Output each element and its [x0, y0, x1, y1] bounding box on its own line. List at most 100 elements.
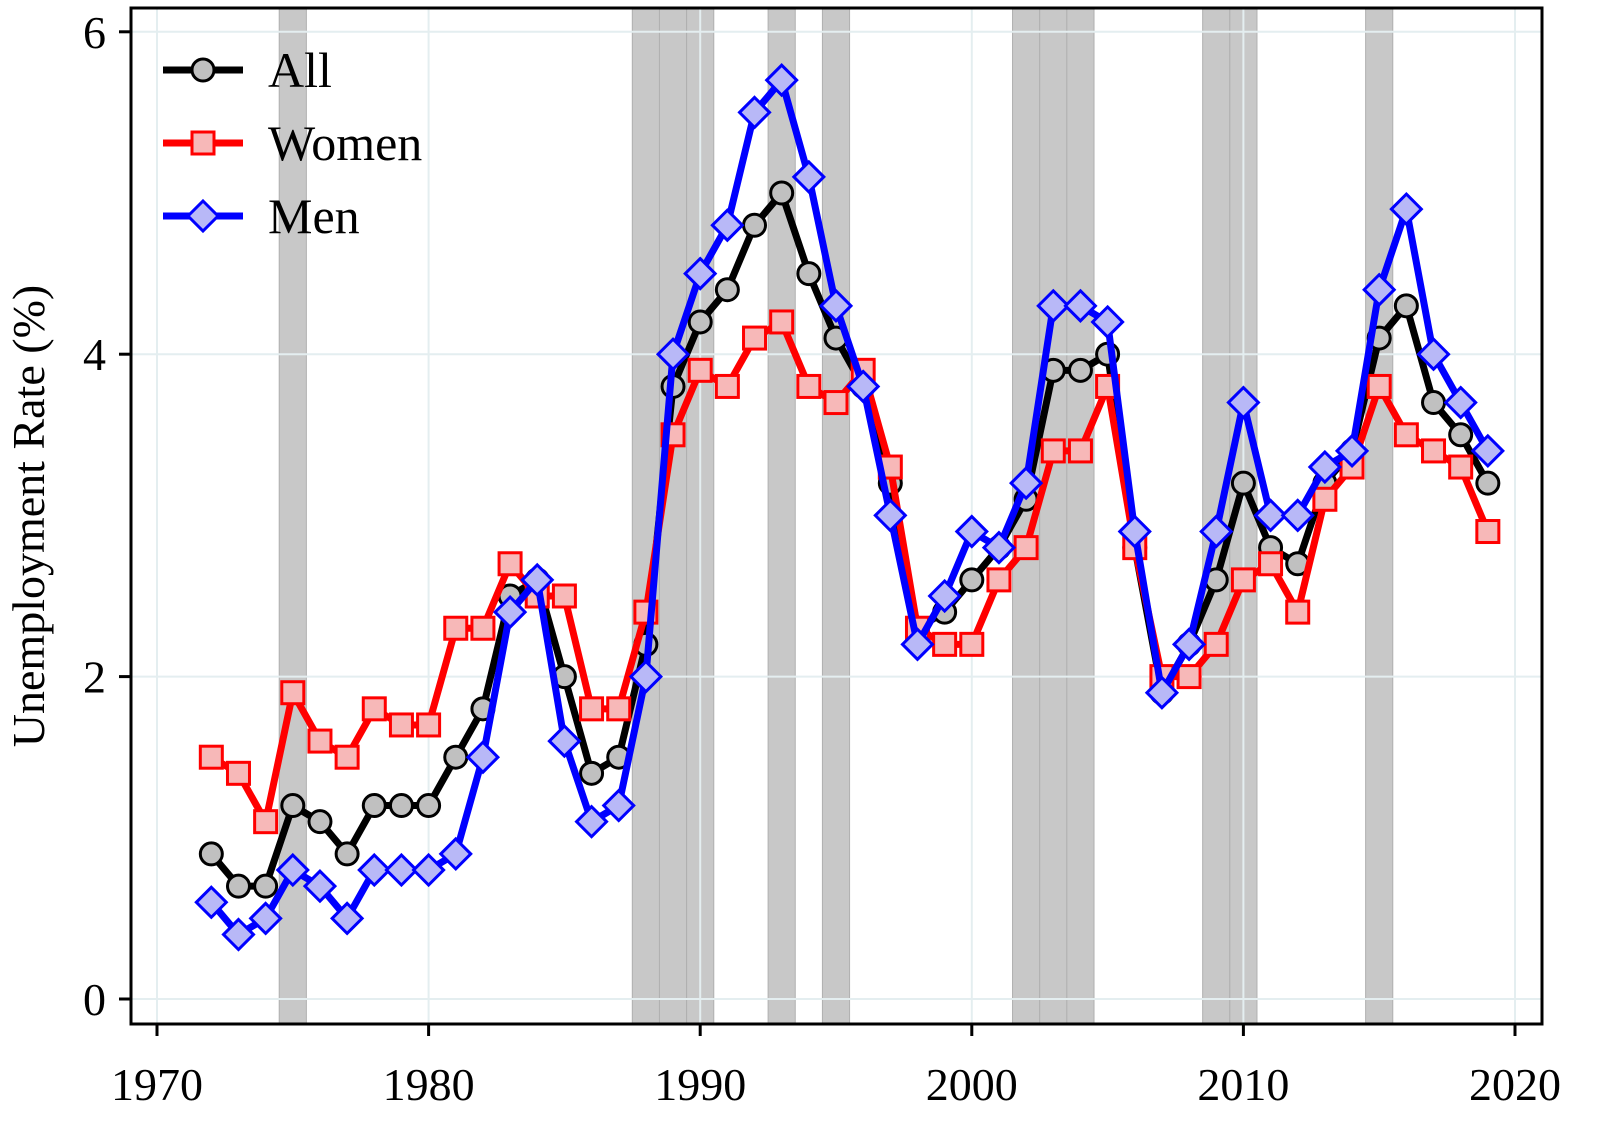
data-point [954, 514, 989, 549]
legend-item-women: Women [163, 115, 422, 171]
data-point [1280, 498, 1315, 533]
data-point [1171, 627, 1207, 662]
data-point [280, 680, 306, 706]
data-point [1040, 438, 1066, 464]
legend-marker [190, 130, 216, 156]
data-point [497, 551, 523, 577]
data-point [823, 390, 849, 416]
data-point [737, 95, 772, 130]
data-point [357, 852, 392, 888]
shaded-periods [278, 8, 1394, 1024]
data-point [1090, 304, 1125, 340]
data-point [1307, 449, 1343, 485]
data-point [1230, 470, 1256, 496]
data-point [1312, 486, 1338, 512]
data-point [606, 696, 632, 722]
data-point [253, 873, 279, 899]
data-point [1393, 293, 1419, 319]
data-point [742, 325, 768, 351]
series-men [194, 63, 1505, 952]
data-point [981, 530, 1017, 565]
data-point [1008, 466, 1044, 501]
data-point [932, 631, 958, 657]
data-point [334, 744, 360, 770]
data-point [443, 744, 469, 770]
data-point [1416, 337, 1451, 372]
data-point [307, 728, 333, 754]
data-point [846, 369, 881, 404]
data-point [687, 357, 713, 383]
axis-ticks: 1970 1980 1990 2000 2010 2020 0 2 4 6 [83, 7, 1561, 1110]
data-point [198, 841, 224, 867]
data-point [416, 712, 442, 738]
data-point [411, 852, 446, 888]
data-point [1258, 551, 1284, 577]
data-point [248, 901, 283, 936]
series-layer [194, 63, 1505, 952]
data-point [547, 723, 582, 759]
data-point [416, 793, 442, 819]
data-point [959, 567, 985, 593]
data-point [334, 841, 360, 867]
data-point [1230, 567, 1256, 593]
x-tick-label: 2000 [926, 1059, 1018, 1110]
data-point [1366, 373, 1392, 399]
data-point [601, 788, 636, 823]
data-point [574, 804, 609, 839]
legend-marker [190, 57, 216, 83]
data-point [194, 885, 229, 920]
data-point [1067, 357, 1093, 383]
data-point [764, 63, 799, 98]
shaded-band [1365, 8, 1394, 1024]
data-point [329, 901, 365, 936]
data-point [1421, 438, 1447, 464]
data-point [253, 809, 279, 835]
data-point [198, 744, 224, 770]
legend-label: Men [268, 188, 360, 244]
legend-item-all: All [163, 42, 332, 98]
data-point [388, 793, 414, 819]
data-point [465, 740, 501, 775]
data-point [1470, 433, 1505, 469]
data-point [655, 337, 691, 372]
data-point [225, 873, 251, 899]
data-point [742, 212, 768, 238]
data-point [687, 309, 713, 335]
data-point [873, 498, 908, 533]
data-point [959, 631, 985, 657]
data-point [361, 696, 387, 722]
data-point [1448, 454, 1474, 480]
data-point [714, 277, 740, 303]
data-point [1362, 272, 1397, 307]
data-point [769, 180, 795, 206]
x-tick-label: 1990 [654, 1059, 746, 1110]
data-point [1448, 422, 1474, 448]
data-point [275, 852, 310, 888]
data-point [551, 583, 577, 609]
data-point [986, 567, 1012, 593]
data-point [818, 288, 854, 323]
x-tick-label: 1970 [111, 1059, 203, 1110]
data-point [443, 615, 469, 641]
data-point [1334, 433, 1370, 469]
data-point [791, 159, 826, 195]
data-point [1067, 438, 1093, 464]
data-point [1199, 514, 1234, 549]
shaded-band [1039, 8, 1068, 1024]
data-point [280, 793, 306, 819]
data-point [492, 594, 528, 630]
y-tick-label: 4 [83, 329, 106, 380]
data-point [714, 373, 740, 399]
data-point [221, 917, 256, 952]
data-point [520, 562, 555, 598]
data-point [1013, 535, 1039, 561]
data-point [1144, 675, 1180, 710]
x-tick-label: 2020 [1469, 1059, 1561, 1110]
legend-marker [185, 198, 221, 234]
data-point [1421, 390, 1447, 416]
data-point [225, 760, 251, 786]
y-tick-label: 0 [83, 974, 106, 1025]
shaded-band [821, 8, 851, 1024]
legend-label: Women [268, 115, 422, 171]
